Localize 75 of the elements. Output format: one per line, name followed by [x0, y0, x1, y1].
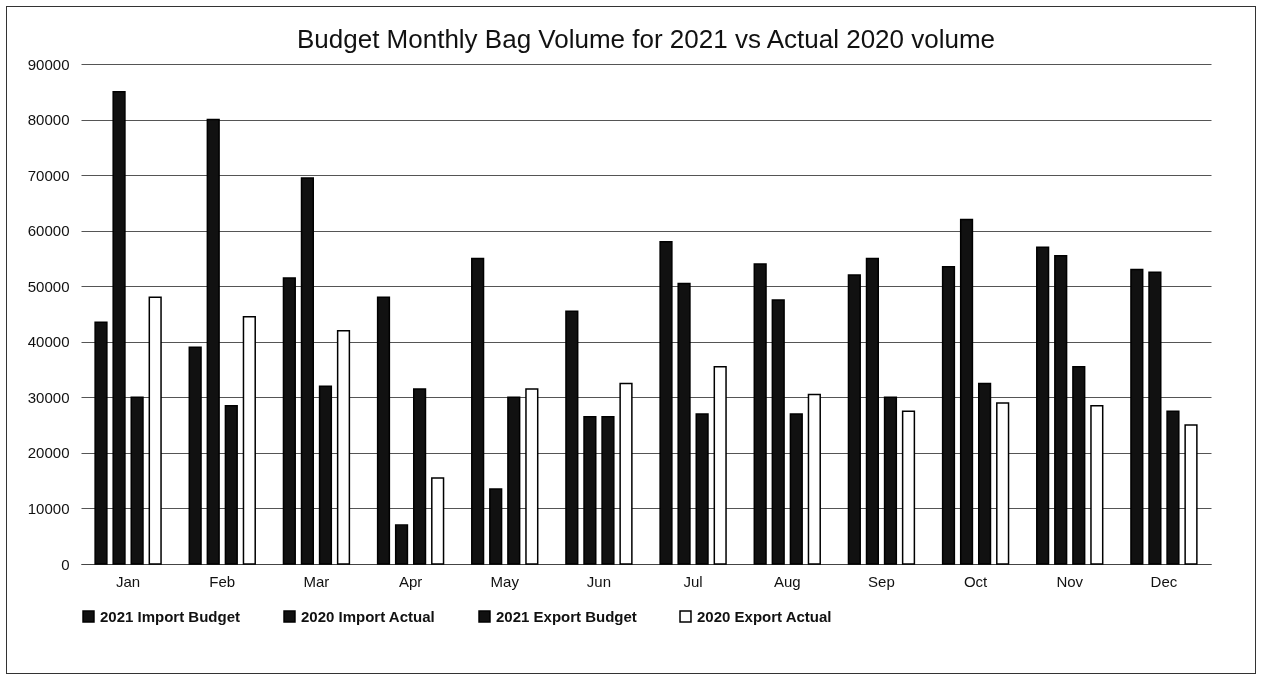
y-tick-label: 90000	[27, 55, 70, 73]
x-tick-label: May	[490, 572, 520, 590]
y-tick-label: 50000	[27, 277, 70, 295]
bar	[789, 413, 803, 565]
x-tick-label: Apr	[398, 572, 423, 590]
x-tick-label: Sep	[868, 572, 895, 590]
bar	[507, 396, 521, 565]
bar	[318, 385, 333, 565]
x-tick-label: Nov	[1056, 572, 1084, 590]
bar	[1184, 424, 1198, 565]
bar	[1054, 254, 1068, 565]
chart-title: Budget Monthly Bag Volume for 2021 vs Actual 2020 volume	[296, 24, 996, 54]
bar	[224, 404, 238, 565]
bar	[1036, 246, 1050, 565]
y-tick-label: 0	[61, 555, 70, 573]
bar	[677, 282, 691, 565]
bar	[489, 488, 503, 565]
x-tick-label: Feb	[209, 572, 236, 590]
bar	[376, 296, 391, 565]
bar	[282, 277, 296, 565]
x-tick-label: Jun	[586, 572, 612, 590]
y-tick-label: 40000	[27, 333, 70, 351]
bar	[771, 299, 785, 565]
bar	[412, 388, 427, 565]
x-tick-label: Jul	[683, 572, 703, 590]
bar	[148, 296, 162, 565]
x-tick-label: Dec	[1150, 572, 1178, 590]
bar	[601, 416, 615, 565]
x-tick-label: Mar	[303, 572, 330, 590]
bar	[112, 91, 126, 565]
bar	[941, 266, 956, 565]
bar	[130, 396, 144, 565]
bar	[807, 393, 821, 565]
bar	[300, 177, 315, 565]
bar	[1090, 404, 1104, 565]
bar	[431, 477, 445, 565]
bar	[901, 410, 916, 565]
bar	[188, 346, 202, 565]
y-tick-label: 30000	[27, 388, 70, 406]
bar	[883, 396, 898, 565]
bar	[394, 524, 409, 565]
bar	[753, 263, 767, 565]
bar	[94, 321, 108, 565]
bar	[206, 118, 220, 565]
y-tick-label: 80000	[27, 111, 70, 129]
legend-label: 2020 Import Actual	[301, 607, 435, 625]
bar	[996, 402, 1010, 565]
bar	[865, 257, 880, 565]
bar	[1166, 410, 1180, 565]
y-tick-label: 20000	[27, 444, 70, 462]
bar	[977, 382, 992, 565]
bar	[1130, 268, 1144, 565]
x-tick-label: Oct	[963, 572, 989, 590]
x-tick-label: Aug	[773, 572, 801, 590]
bar	[713, 366, 727, 565]
y-tick-label: 70000	[27, 166, 70, 184]
legend-label: 2020 Export Actual	[697, 607, 832, 625]
bar	[1072, 366, 1086, 565]
bar	[659, 241, 673, 565]
bar	[695, 413, 709, 565]
bar	[583, 416, 597, 565]
legend-label: 2021 Import Budget	[100, 607, 241, 625]
bar	[619, 382, 633, 565]
bar	[336, 329, 351, 565]
bar	[525, 388, 539, 565]
bar	[959, 218, 974, 565]
bar	[847, 274, 861, 565]
y-tick-label: 60000	[27, 222, 70, 240]
legend-label: 2021 Export Budget	[496, 607, 637, 625]
bar	[242, 316, 256, 565]
bar	[471, 257, 485, 565]
bar	[565, 310, 579, 565]
y-tick-label: 10000	[27, 499, 70, 517]
bar	[1148, 271, 1162, 565]
x-tick-label: Jan	[115, 572, 141, 590]
